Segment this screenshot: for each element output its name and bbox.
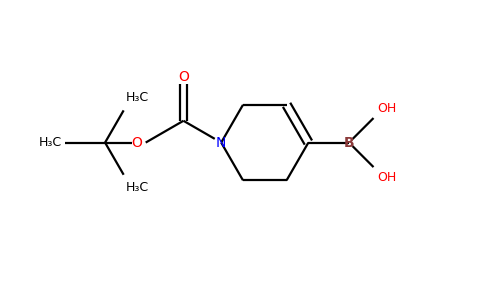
Text: OH: OH xyxy=(377,102,396,115)
Text: H₃C: H₃C xyxy=(126,92,149,104)
Text: O: O xyxy=(178,70,189,84)
Text: OH: OH xyxy=(377,171,396,184)
Text: H₃C: H₃C xyxy=(38,136,61,149)
Text: O: O xyxy=(131,136,142,150)
Text: B: B xyxy=(344,136,354,150)
Text: H₃C: H₃C xyxy=(126,181,149,194)
Text: N: N xyxy=(216,136,227,150)
